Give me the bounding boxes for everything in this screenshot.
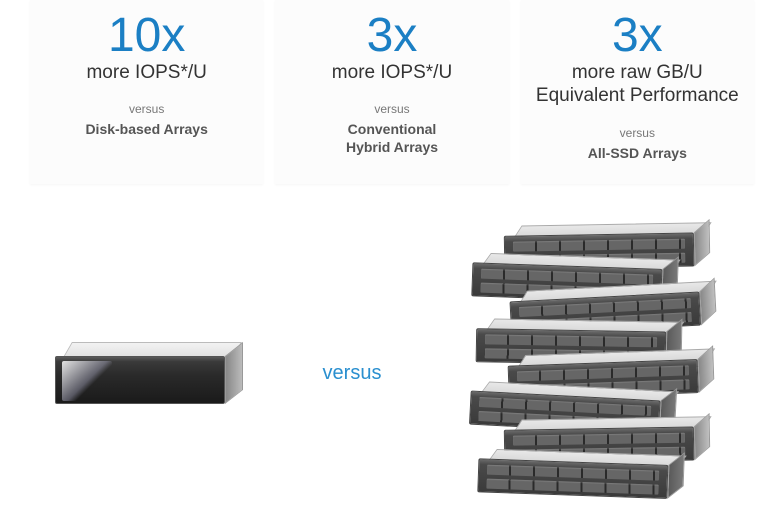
versus-label: versus	[38, 102, 255, 116]
card-ssd: 3x more raw GB/U Equivalent Performance …	[521, 0, 754, 184]
versus-center-label: versus	[323, 362, 382, 385]
comparison-target: Disk-based Arrays	[38, 120, 255, 138]
stat-metric: more IOPS*/U	[38, 62, 255, 84]
versus-label: versus	[283, 102, 500, 116]
stat-metric: more IOPS*/U	[283, 62, 500, 84]
device-comparison-row: versus	[0, 204, 784, 524]
stat-number: 10x	[38, 12, 255, 60]
rack-unit	[477, 448, 688, 499]
comparison-target: Conventional Hybrid Arrays	[283, 120, 500, 156]
stacked-storage-arrays-icon	[444, 224, 744, 524]
comparison-cards-row: 10x more IOPS*/U versus Disk-based Array…	[0, 0, 784, 184]
single-storage-array-icon	[40, 342, 260, 406]
stat-metric: more raw GB/U Equivalent Performance	[529, 62, 746, 108]
card-disk-based: 10x more IOPS*/U versus Disk-based Array…	[30, 0, 263, 184]
stat-number: 3x	[529, 12, 746, 60]
versus-label: versus	[529, 126, 746, 140]
stat-number: 3x	[283, 12, 500, 60]
comparison-target: All-SSD Arrays	[529, 144, 746, 162]
card-hybrid: 3x more IOPS*/U versus Conventional Hybr…	[275, 0, 508, 184]
